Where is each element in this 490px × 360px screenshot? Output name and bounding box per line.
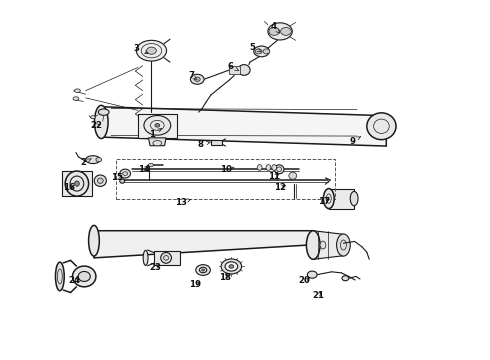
Ellipse shape <box>229 265 234 268</box>
Ellipse shape <box>225 262 238 271</box>
Text: 7: 7 <box>188 71 197 80</box>
Ellipse shape <box>143 250 148 265</box>
Text: 18: 18 <box>219 273 230 282</box>
Text: 17: 17 <box>318 197 330 206</box>
Text: 23: 23 <box>149 263 161 272</box>
Ellipse shape <box>221 259 242 274</box>
Ellipse shape <box>281 27 291 35</box>
Ellipse shape <box>307 271 317 278</box>
Ellipse shape <box>94 175 106 186</box>
Text: 3: 3 <box>134 44 148 54</box>
Ellipse shape <box>191 74 204 84</box>
Text: 15: 15 <box>111 173 123 182</box>
Ellipse shape <box>144 116 171 135</box>
Polygon shape <box>313 231 343 259</box>
Ellipse shape <box>98 109 109 115</box>
Ellipse shape <box>323 189 334 208</box>
Ellipse shape <box>306 231 320 259</box>
Ellipse shape <box>289 172 296 179</box>
Ellipse shape <box>155 123 160 127</box>
Polygon shape <box>101 107 386 146</box>
Ellipse shape <box>342 276 349 281</box>
Ellipse shape <box>86 156 100 163</box>
Text: 2: 2 <box>80 158 92 167</box>
Text: 10: 10 <box>220 166 234 175</box>
Ellipse shape <box>274 165 284 174</box>
Polygon shape <box>329 189 354 208</box>
Ellipse shape <box>55 262 64 291</box>
Ellipse shape <box>266 165 271 170</box>
Ellipse shape <box>257 165 262 170</box>
Ellipse shape <box>98 178 103 183</box>
Ellipse shape <box>202 269 204 271</box>
Ellipse shape <box>272 165 277 170</box>
Ellipse shape <box>120 179 124 183</box>
Ellipse shape <box>96 157 102 162</box>
Ellipse shape <box>254 46 270 57</box>
Ellipse shape <box>153 140 162 146</box>
Text: 1: 1 <box>149 129 161 139</box>
Text: 13: 13 <box>175 198 191 207</box>
Ellipse shape <box>195 77 200 81</box>
Ellipse shape <box>148 163 153 167</box>
Ellipse shape <box>147 47 156 54</box>
Text: 19: 19 <box>189 280 201 289</box>
Ellipse shape <box>89 225 99 256</box>
Polygon shape <box>154 251 180 265</box>
Text: 12: 12 <box>274 183 286 192</box>
Ellipse shape <box>65 171 89 196</box>
Ellipse shape <box>320 241 326 249</box>
Ellipse shape <box>73 266 96 287</box>
Ellipse shape <box>78 271 90 282</box>
Text: 6: 6 <box>227 62 239 71</box>
Ellipse shape <box>91 116 96 118</box>
Text: 21: 21 <box>312 291 324 300</box>
Ellipse shape <box>196 265 210 275</box>
Polygon shape <box>148 138 166 146</box>
Text: 4: 4 <box>270 22 279 33</box>
Text: 14: 14 <box>138 165 150 174</box>
Ellipse shape <box>263 49 270 54</box>
Text: 16: 16 <box>63 183 74 192</box>
Text: 24: 24 <box>69 276 80 285</box>
Polygon shape <box>211 140 221 145</box>
Text: 22: 22 <box>90 121 102 130</box>
Text: 8: 8 <box>197 140 210 149</box>
Ellipse shape <box>337 234 350 256</box>
Ellipse shape <box>268 23 292 40</box>
Ellipse shape <box>238 64 250 75</box>
Ellipse shape <box>269 27 280 35</box>
Text: 20: 20 <box>298 276 310 285</box>
Ellipse shape <box>74 181 79 186</box>
Polygon shape <box>92 231 333 258</box>
Text: 9: 9 <box>349 137 361 146</box>
Ellipse shape <box>136 40 167 61</box>
Ellipse shape <box>161 252 171 263</box>
Polygon shape <box>62 171 92 196</box>
Ellipse shape <box>367 113 396 140</box>
Ellipse shape <box>255 49 262 54</box>
Text: 11: 11 <box>268 172 280 181</box>
Ellipse shape <box>199 267 207 273</box>
Ellipse shape <box>350 192 358 206</box>
Ellipse shape <box>73 97 79 100</box>
Text: 5: 5 <box>250 42 261 52</box>
Ellipse shape <box>95 105 108 139</box>
Ellipse shape <box>120 169 130 178</box>
Polygon shape <box>138 113 177 138</box>
Polygon shape <box>229 66 240 73</box>
Ellipse shape <box>74 89 80 93</box>
